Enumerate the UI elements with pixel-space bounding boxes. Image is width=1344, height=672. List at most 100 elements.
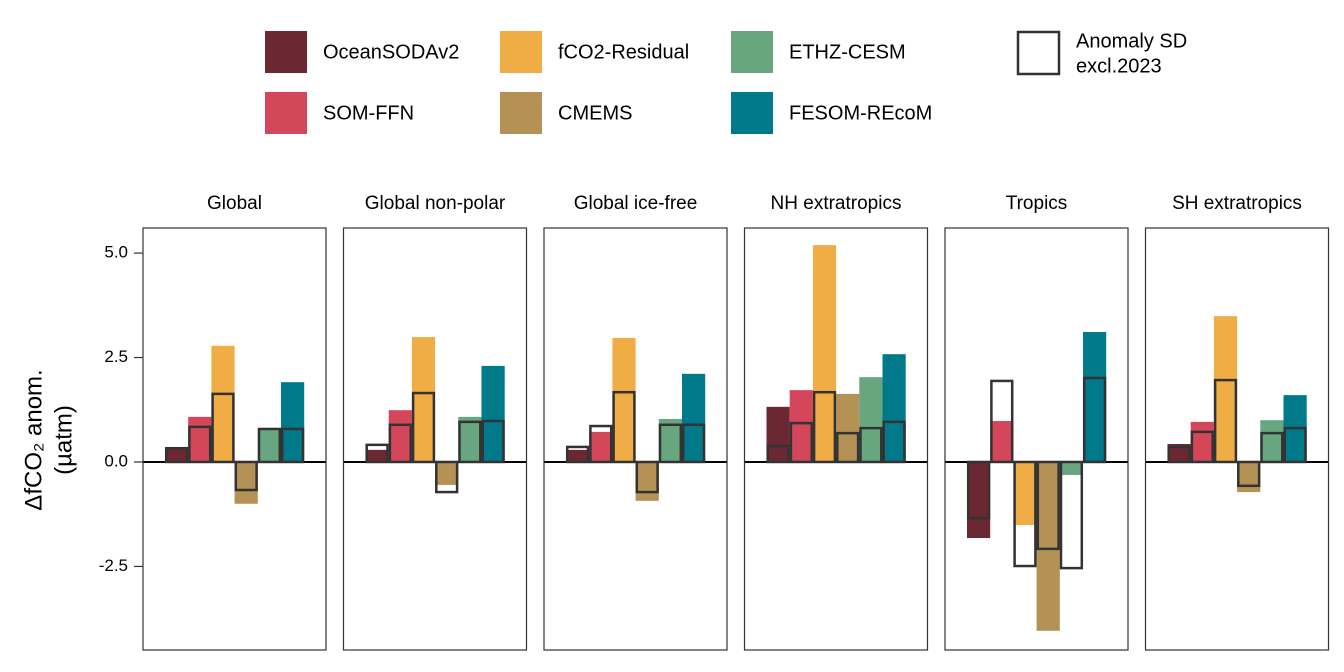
sd-outline (1082, 376, 1107, 464)
bar (1059, 461, 1083, 475)
sd-outline (990, 379, 1014, 464)
y-axis-title: ΔfCO₂ anom. (20, 369, 47, 510)
bar (234, 461, 258, 504)
sd-outline (966, 460, 991, 520)
facet-title: Global ice-free (574, 193, 698, 214)
sd-outline (882, 420, 906, 464)
sd-outline (1190, 430, 1214, 464)
panel-border (342, 227, 528, 651)
sd-outline (836, 431, 860, 464)
bar (1213, 316, 1238, 462)
sd-outline (658, 423, 683, 464)
bar (1013, 461, 1037, 526)
bar (612, 337, 636, 462)
bar (1260, 420, 1284, 462)
legend-label: FESOM-REcoM (789, 102, 932, 124)
bar (257, 428, 281, 462)
legend-label: OceanSODAv2 (323, 41, 459, 63)
sd-outline (411, 391, 436, 464)
bar (859, 377, 883, 462)
sd-outline (1237, 460, 1261, 488)
legend-swatch (731, 92, 773, 134)
sd-outline (164, 446, 189, 464)
sd-outline (435, 460, 459, 494)
bar (1167, 444, 1191, 462)
sd-outline (388, 423, 412, 464)
legend-label: SOM-FFN (323, 102, 414, 124)
legend-swatch (500, 92, 542, 134)
sd-outline (234, 460, 258, 492)
bar (658, 418, 682, 462)
sd-outline (589, 424, 613, 464)
bar (589, 431, 613, 462)
bar (1083, 332, 1107, 462)
sd-outline (1013, 460, 1037, 568)
bar (211, 345, 235, 462)
sd-outline (1059, 460, 1084, 570)
sd-outline (1167, 445, 1191, 464)
bar (188, 416, 212, 462)
bar (481, 365, 505, 462)
bar (990, 421, 1014, 462)
bar (812, 245, 837, 462)
sd-outline (1283, 426, 1307, 464)
bar (281, 382, 305, 462)
legend-label: fCO2-Residual (558, 41, 689, 63)
facet-title: Global non-polar (365, 193, 506, 214)
legend-label: Anomaly SD (1076, 30, 1187, 52)
sd-outline (257, 427, 282, 464)
y-tick-label: 0.0 (104, 451, 128, 470)
y-tick-label: -2.5 (99, 556, 128, 575)
panel-border (1144, 227, 1330, 651)
legend-swatch (731, 31, 773, 73)
legend-label: excl.2023 (1076, 55, 1162, 77)
bar (1036, 461, 1060, 631)
bar (388, 410, 412, 462)
facet-title: Global (207, 193, 262, 214)
bar (1190, 421, 1214, 462)
bar (766, 406, 790, 462)
facet-title: SH extratropics (1172, 193, 1302, 214)
sd-outline (766, 444, 790, 464)
sd-outline (1213, 378, 1238, 464)
sd-outline (458, 420, 482, 464)
facet-title: NH extratropics (771, 193, 902, 214)
sd-outline (612, 390, 636, 464)
panel-border (543, 227, 728, 651)
bar (967, 461, 991, 539)
legend-label: ETHZ-CESM (789, 41, 906, 63)
bar (458, 416, 482, 462)
sd-outline (789, 421, 813, 464)
sd-outline (681, 423, 706, 464)
legend-label: CMEMS (558, 102, 632, 124)
bar (789, 390, 813, 462)
bar (566, 449, 590, 462)
bar (435, 461, 459, 485)
legend-swatch (500, 31, 542, 73)
sd-outline (812, 390, 837, 464)
facet-title: Tropics (1006, 193, 1068, 214)
sd-outline (1036, 460, 1060, 551)
legend-swatch (265, 92, 307, 134)
sd-outline (211, 392, 235, 464)
panel-border (142, 227, 327, 651)
y-axis-title: (µatm) (50, 405, 77, 475)
y-tick-label: 2.5 (104, 347, 128, 366)
sd-outline (365, 443, 389, 464)
sd-outline (859, 426, 883, 464)
bar (635, 461, 659, 501)
bar (411, 337, 436, 462)
sd-outline (280, 427, 305, 464)
panel-border (743, 227, 929, 651)
legend-swatch (265, 31, 307, 73)
sd-outline (565, 445, 590, 464)
y-tick-label: 5.0 (104, 243, 128, 262)
sd-outline (1260, 431, 1284, 464)
bar (165, 448, 189, 462)
sd-outline (481, 419, 505, 464)
sd-outline (188, 425, 212, 464)
sd-outline (635, 460, 659, 494)
bar (836, 393, 860, 462)
bar (365, 449, 389, 462)
